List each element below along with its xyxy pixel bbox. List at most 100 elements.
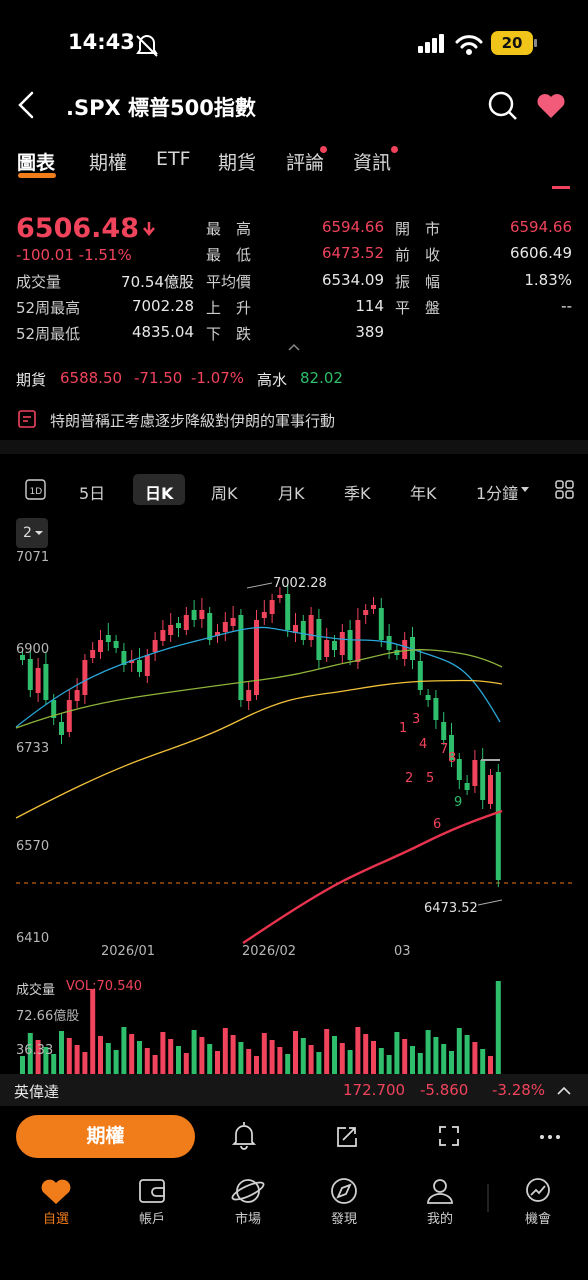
period-quarter[interactable]: 季K <box>344 484 371 503</box>
premium-label: 高水 <box>257 371 288 389</box>
marker-2: 2 <box>405 771 414 786</box>
account-icon <box>139 1179 165 1203</box>
candle-body <box>20 655 25 660</box>
discover-compass-icon <box>331 1178 357 1204</box>
candle-body <box>464 783 470 790</box>
period-month[interactable]: 月K <box>278 484 305 503</box>
nav-icons <box>18 91 565 120</box>
volume-bar <box>199 1037 205 1074</box>
tab-me[interactable]: 我的 <box>426 1212 453 1227</box>
section-divider <box>0 440 588 454</box>
decliners-label: 下 跌 <box>206 325 252 343</box>
candle-body <box>425 695 431 700</box>
amplitude-value: 1.83% <box>524 271 572 289</box>
volume-bar <box>144 1048 150 1074</box>
tab-chart[interactable]: 圖表 <box>17 152 56 174</box>
volume-bar <box>152 1055 158 1074</box>
volume-bar <box>269 1040 275 1074</box>
subchart-value: 2 <box>23 525 32 541</box>
options-button[interactable]: 期權 <box>16 1115 195 1158</box>
period-active-bg <box>133 474 185 505</box>
period-day[interactable]: 日K <box>145 484 174 503</box>
y-tick-6570: 6570 <box>16 839 50 854</box>
candle-body <box>417 661 423 690</box>
period-5d[interactable]: 5日 <box>79 484 106 503</box>
price-change: -100.01 -1.51% <box>16 246 132 264</box>
volume-bar <box>355 1027 361 1074</box>
volume-bar <box>316 1052 322 1074</box>
subchart-selector[interactable]: 2 <box>16 518 48 548</box>
candle-body <box>121 651 127 665</box>
tab-futures[interactable]: 期貨 <box>218 152 257 174</box>
volume-bar <box>308 1045 314 1074</box>
favorite-heart-icon <box>537 94 565 118</box>
tab-options[interactable]: 期權 <box>89 152 128 174</box>
candle-body <box>199 610 205 619</box>
futures-change: -71.50 <box>134 369 183 387</box>
bottom-ticker-change: -5.860 <box>420 1081 469 1099</box>
candle-body <box>293 625 298 633</box>
candle-body <box>137 660 142 672</box>
intraday-1d-icon: 1D <box>25 479 46 500</box>
volume-bar <box>160 1032 166 1074</box>
candle-body <box>246 690 252 701</box>
volume-bar <box>254 1056 259 1074</box>
volume-bar <box>332 1036 337 1074</box>
tab-opportunity[interactable]: 機會 <box>524 1212 551 1227</box>
profile-icon <box>427 1179 453 1204</box>
volume-label: 成交量 <box>16 273 62 291</box>
tab-account[interactable]: 帳戶 <box>138 1212 165 1227</box>
expand-chevron-icon[interactable] <box>0 0 588 360</box>
status-bar: 14:43 20 <box>0 0 588 86</box>
volume-bar <box>285 1054 291 1074</box>
advancers-value: 114 <box>355 297 384 315</box>
unchanged-value: -- <box>561 297 572 315</box>
tab-news[interactable]: 資訊 <box>353 152 392 174</box>
volume-bar <box>113 1050 119 1074</box>
low-label: 最 低 <box>206 246 252 264</box>
candle-body <box>378 608 384 640</box>
candle-body <box>152 640 158 652</box>
search-icon <box>488 91 517 120</box>
unchanged-label: 平 盤 <box>395 299 441 317</box>
tab-market[interactable]: 市場 <box>234 1212 261 1227</box>
back-icon <box>18 91 34 119</box>
bottom-ticker-bar[interactable] <box>0 1074 588 1106</box>
volume-bar <box>339 1043 345 1074</box>
volume-bar <box>66 1038 72 1074</box>
volume-bar <box>105 1043 111 1074</box>
52w-high-label: 52周最高 <box>16 299 81 317</box>
news-headline[interactable]: 特朗普稱正考慮逐步降級對伊朗的軍事行動 <box>50 412 336 430</box>
volume-bar <box>472 1042 478 1074</box>
ma-yellow-line <box>15 679 503 819</box>
volume-bar <box>402 1039 408 1074</box>
volume-bar <box>121 1027 127 1074</box>
volume-bar <box>433 1037 439 1074</box>
tab-etf[interactable]: ETF <box>156 148 191 170</box>
ticker-expand-icon[interactable] <box>0 0 588 1110</box>
period-year[interactable]: 年K <box>410 484 437 503</box>
bottom-ticker-name: 英偉達 <box>14 1083 60 1101</box>
candle-body <box>495 772 501 880</box>
candle-body <box>472 760 478 786</box>
period-1min[interactable]: 1分鐘 <box>476 484 519 503</box>
volume-bar <box>74 1045 80 1074</box>
period-week[interactable]: 周K <box>211 484 238 503</box>
futures-price[interactable]: 6588.50 <box>60 369 123 387</box>
candle-body <box>488 775 493 804</box>
mute-icon <box>136 35 158 57</box>
volume-bar <box>51 1054 57 1074</box>
tab-active-indicator <box>18 173 56 178</box>
status-icons <box>136 34 537 57</box>
volume-bar <box>449 1051 454 1074</box>
volume-bar <box>347 1050 353 1074</box>
tab-discover[interactable]: 發現 <box>330 1212 357 1227</box>
open-label: 開 市 <box>395 220 441 238</box>
candle-body <box>332 641 337 650</box>
candlestick-chart[interactable] <box>0 0 588 1080</box>
avg-price-value: 6534.09 <box>321 271 384 289</box>
marker-3: 3 <box>412 712 421 727</box>
tab-watchlist[interactable]: 自選 <box>42 1212 69 1227</box>
tab-comments[interactable]: 評論 <box>286 152 325 174</box>
